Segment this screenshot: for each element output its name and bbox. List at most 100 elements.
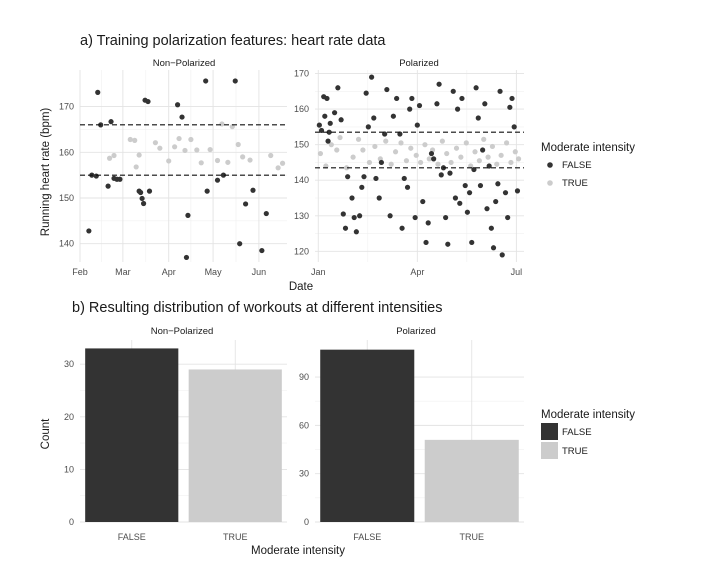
data-point-true [214,157,221,164]
data-point-true [453,145,460,151]
data-point-true [328,142,334,148]
bar-true [188,369,282,522]
data-point-false [484,206,490,212]
data-point-true [485,154,491,160]
facet-strip-nonpolarized-b: Non−Polarized [151,326,214,337]
data-point-true [127,136,133,143]
data-point-true [176,135,182,142]
data-point-false [473,85,479,91]
data-point-true [388,161,394,167]
data-point-false [108,119,114,125]
data-point-true [448,159,454,166]
data-point-false [250,187,256,193]
data-point-false [174,102,181,108]
data-point-true [219,121,225,127]
data-point-false [480,147,486,153]
data-point-false [232,78,238,84]
data-point-false [340,211,346,217]
y-tick-label: 0 [69,517,74,527]
x-tick-label: TRUE [460,532,485,542]
y-tick-label: 60 [299,420,309,430]
data-point-false [117,176,123,182]
data-point-false [462,182,468,189]
data-point-false [511,124,517,130]
data-point-false [179,114,185,120]
y-tick-label: 140 [59,239,74,249]
y-tick-label: 30 [299,469,309,479]
data-point-true [383,138,389,144]
data-point-true [422,142,428,148]
data-point-false [376,195,382,201]
data-point-false [140,200,147,207]
x-tick-label: May [205,267,223,277]
data-point-false [428,150,435,157]
data-point-true [481,136,487,142]
data-point-true [235,141,241,148]
data-point-true [106,155,113,161]
data-point-true [392,149,399,155]
data-point-false [407,106,413,112]
scatter-panel-polarized: 120 130 140 150 160 170 Jan Apr Jul [294,69,524,277]
data-point-false [469,239,475,246]
data-point-true [503,140,510,146]
x-tick-label: Feb [72,267,88,277]
data-point-false [420,198,426,205]
data-point-true [198,160,204,166]
data-point-false [514,188,521,194]
data-point-false [214,177,221,183]
data-point-true [366,159,373,166]
data-point-false [450,88,456,94]
data-point-false [434,101,440,107]
chart-b-title: b) Resulting distribution of workouts at… [72,300,442,316]
bar-panel-nonpolarized: 0 10 20 30 FALSE TRUE [64,340,287,542]
data-point-true [194,147,200,153]
legend-b-false-label: FALSE [562,427,592,438]
data-point-true [408,145,414,151]
data-point-true [489,143,496,150]
data-point-false [499,252,505,258]
legend-b-true-swatch [541,442,558,459]
data-point-true [111,152,117,159]
y-tick-label: 30 [64,359,74,369]
data-point-false [259,247,265,254]
legend-a: Moderate intensity FALSE TRUE [541,142,635,189]
y-tick-label: 20 [64,412,74,422]
data-point-false [378,159,385,166]
data-point-false [86,228,92,234]
data-point-false [394,95,400,102]
data-point-false [452,195,459,201]
legend-a-false-point [547,162,553,168]
data-point-false [416,102,423,109]
data-point-false [401,175,407,182]
data-point-false [345,174,351,180]
data-point-true [343,165,350,171]
data-point-true [413,152,419,158]
x-tick-label: Apr [410,267,424,277]
data-point-false [423,239,429,246]
data-point-true [225,159,231,165]
data-point-false [353,229,359,235]
data-point-false [509,95,515,102]
x-tick-label: FALSE [353,532,381,542]
data-point-false [322,113,328,119]
x-tick-label: Mar [115,267,131,277]
facet-strip-polarized-b: Polarized [396,326,436,337]
legend-b: Moderate intensity FALSE TRUE [541,409,635,459]
data-point-true [317,150,324,157]
data-point-false [95,89,101,95]
data-point-true [355,136,362,142]
data-point-false [185,212,191,218]
y-tick-label: 130 [294,211,309,221]
y-tick-label: 140 [294,175,309,185]
data-point-true [279,160,286,166]
legend-a-false-label: FALSE [562,160,592,171]
data-point-false [466,190,473,196]
data-point-false [493,198,499,205]
y-tick-label: 160 [294,104,309,114]
x-tick-label: Jun [252,267,267,277]
data-point-false [412,214,418,221]
scatter-panel-nonpolarized: 140 150 160 170 Feb Mar Apr May Jun [59,70,287,277]
bar-true [424,439,519,522]
data-point-false [318,127,325,134]
